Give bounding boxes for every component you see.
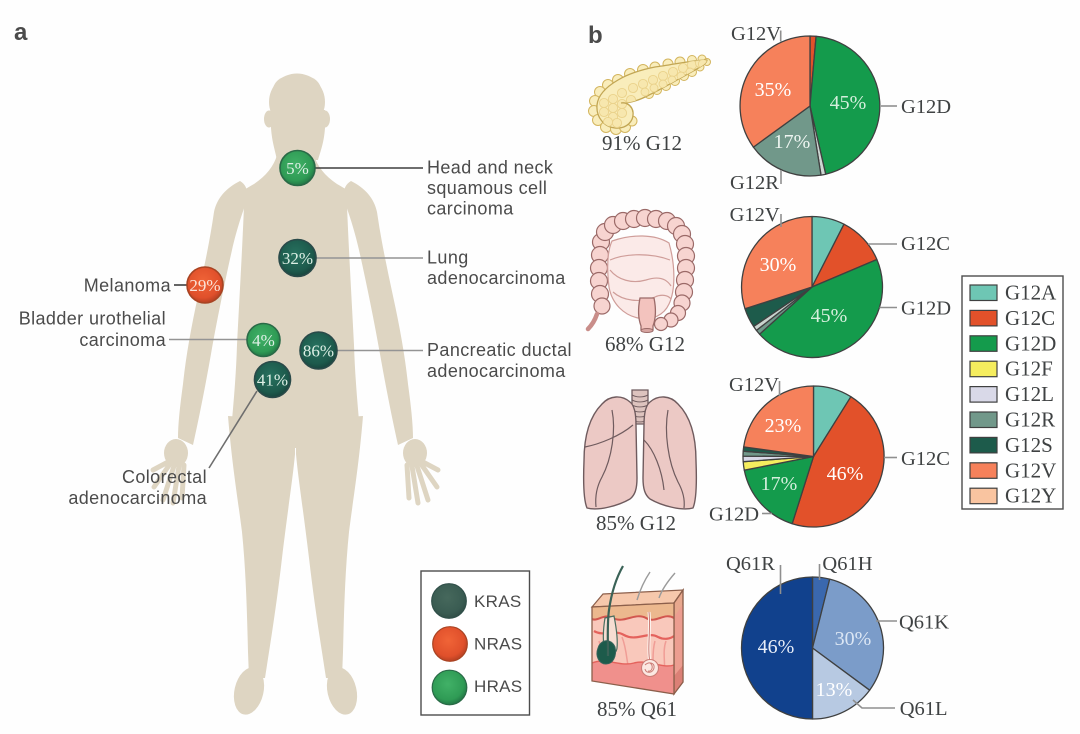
svg-text:Pancreatic ductal: Pancreatic ductal <box>427 340 572 360</box>
svg-text:Head and neck: Head and neck <box>427 158 554 178</box>
svg-text:30%: 30% <box>760 254 797 276</box>
svg-text:G12D: G12D <box>901 96 951 118</box>
svg-text:G12L: G12L <box>1005 382 1054 406</box>
svg-text:Melanoma: Melanoma <box>84 276 172 296</box>
svg-text:Q61R: Q61R <box>726 553 775 575</box>
svg-text:45%: 45% <box>811 305 848 327</box>
svg-text:G12D: G12D <box>901 298 951 320</box>
svg-text:G12C: G12C <box>901 233 950 255</box>
svg-text:G12C: G12C <box>901 448 950 470</box>
svg-text:68% G12: 68% G12 <box>605 332 685 356</box>
svg-text:Lung: Lung <box>427 248 469 268</box>
svg-text:G12V: G12V <box>731 23 781 45</box>
svg-text:46%: 46% <box>758 636 795 658</box>
svg-text:G12S: G12S <box>1005 433 1053 457</box>
svg-text:Q61K: Q61K <box>899 612 949 634</box>
svg-text:91% G12: 91% G12 <box>602 131 682 155</box>
svg-text:G12V: G12V <box>730 204 780 226</box>
svg-text:b: b <box>588 22 603 49</box>
svg-text:13%: 13% <box>816 679 853 701</box>
svg-text:G12Y: G12Y <box>1005 484 1056 508</box>
svg-text:Q61H: Q61H <box>822 553 872 575</box>
svg-text:KRAS: KRAS <box>474 592 522 611</box>
svg-text:a: a <box>14 19 28 46</box>
svg-text:HRAS: HRAS <box>474 677 522 696</box>
svg-text:adenocarcinoma: adenocarcinoma <box>427 268 566 288</box>
svg-text:adenocarcinoma: adenocarcinoma <box>68 488 207 508</box>
svg-text:30%: 30% <box>835 628 872 650</box>
svg-text:carcinoma: carcinoma <box>427 199 514 219</box>
svg-text:32%: 32% <box>282 249 313 268</box>
svg-text:G12D: G12D <box>709 504 759 526</box>
svg-text:46%: 46% <box>827 463 864 485</box>
svg-text:G12A: G12A <box>1005 281 1057 305</box>
svg-text:17%: 17% <box>774 131 811 153</box>
svg-text:45%: 45% <box>830 92 867 114</box>
svg-text:35%: 35% <box>755 79 792 101</box>
svg-text:Bladder urothelial: Bladder urothelial <box>19 309 166 329</box>
svg-text:G12R: G12R <box>730 172 779 194</box>
svg-text:4%: 4% <box>252 331 275 350</box>
svg-text:41%: 41% <box>257 371 288 390</box>
svg-text:G12C: G12C <box>1005 306 1055 330</box>
svg-text:5%: 5% <box>286 159 309 178</box>
svg-text:23%: 23% <box>765 415 802 437</box>
svg-text:carcinoma: carcinoma <box>79 330 166 350</box>
svg-text:85% G12: 85% G12 <box>596 511 676 535</box>
svg-text:G12V: G12V <box>729 374 779 396</box>
svg-text:86%: 86% <box>303 342 334 361</box>
svg-text:29%: 29% <box>189 276 220 295</box>
svg-text:adenocarcinoma: adenocarcinoma <box>427 361 566 381</box>
svg-text:17%: 17% <box>761 473 798 495</box>
svg-text:Colorectal: Colorectal <box>122 467 207 487</box>
svg-text:G12V: G12V <box>1005 458 1056 482</box>
svg-text:NRAS: NRAS <box>474 635 522 654</box>
svg-text:G12R: G12R <box>1005 408 1055 432</box>
svg-text:Q61L: Q61L <box>900 698 948 720</box>
svg-text:85% Q61: 85% Q61 <box>597 697 677 721</box>
svg-text:G12D: G12D <box>1005 331 1056 355</box>
svg-text:squamous cell: squamous cell <box>427 178 547 198</box>
svg-text:G12F: G12F <box>1005 357 1053 381</box>
